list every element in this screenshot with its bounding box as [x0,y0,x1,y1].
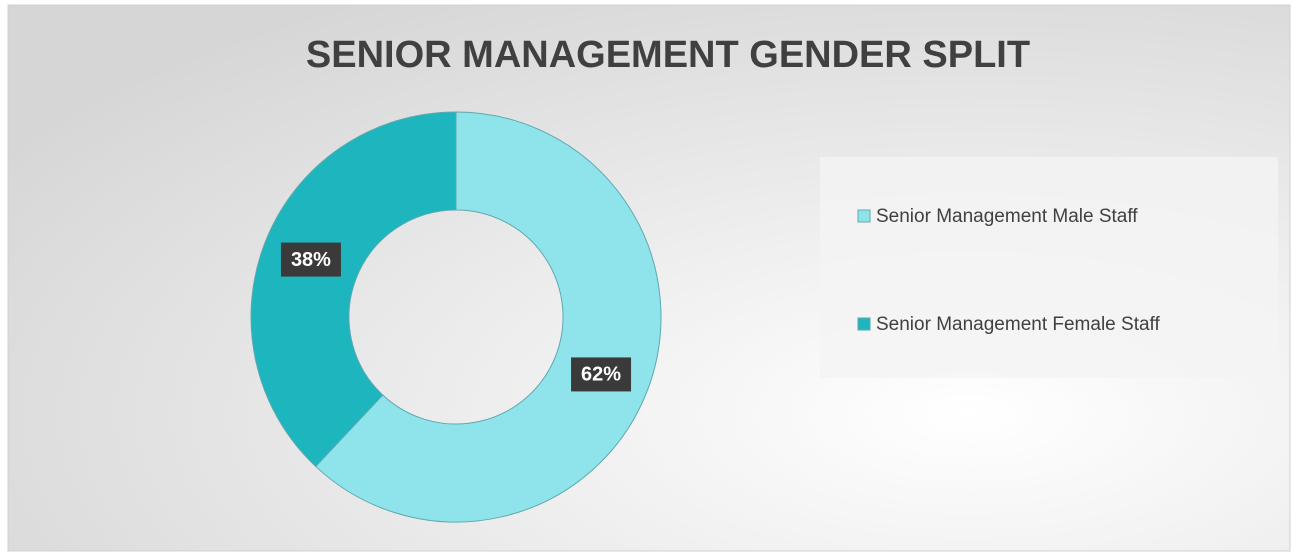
legend-marker [857,317,871,331]
data-label-box [280,242,341,277]
data-label: 62% [581,364,621,386]
data-label: 38% [291,249,331,271]
legend-label: Senior Management Female Staff [876,314,1160,335]
donut-slice [314,111,662,523]
donut-slice [250,111,457,468]
legend-label: Senior Management Male Staff [876,206,1138,227]
legend-marker [857,209,871,223]
chart-title: SENIOR MANAGEMENT GENDER SPLIT [306,34,1030,76]
legend-box [820,157,1278,378]
data-label-box [571,357,632,392]
